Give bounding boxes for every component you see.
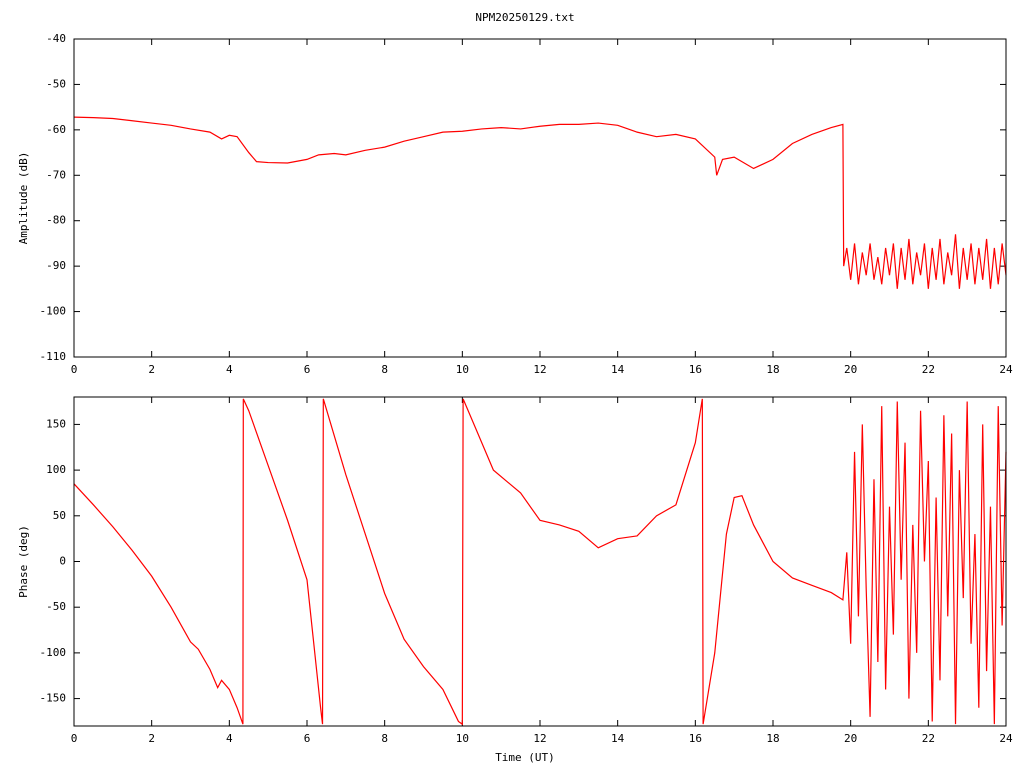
plot-frame (73, 396, 1007, 727)
y-tick-label: -150 (40, 692, 67, 705)
x-tick-label: 2 (148, 732, 155, 745)
x-tick-label: 10 (456, 363, 469, 376)
x-tick-label: 22 (922, 732, 935, 745)
y-tick-label: 0 (59, 555, 66, 568)
y-tick-label: -80 (46, 214, 66, 227)
x-tick-label: 4 (226, 732, 233, 745)
x-tick-label: 6 (304, 363, 311, 376)
x-tick-label: 18 (766, 732, 779, 745)
y-tick-label: 50 (53, 509, 66, 522)
x-tick-label: 16 (689, 363, 702, 376)
x-tick-label: 0 (71, 363, 78, 376)
data-line (73, 116, 1007, 289)
y-axis-label: Phase (deg) (17, 525, 30, 598)
x-tick-label: 2 (148, 363, 155, 376)
x-tick-label: 14 (611, 363, 625, 376)
y-tick-label: -110 (40, 350, 67, 363)
x-axis-label: Time (UT) (495, 751, 555, 764)
x-tick-label: 18 (766, 363, 779, 376)
x-tick-label: 4 (226, 363, 233, 376)
y-tick-label: 150 (46, 417, 66, 430)
x-tick-label: 16 (689, 732, 702, 745)
x-tick-label: 10 (456, 732, 469, 745)
y-tick-label: -40 (46, 32, 66, 45)
x-tick-label: 6 (304, 732, 311, 745)
chart-title: NPM20250129.txt (475, 11, 574, 24)
y-tick-label: -90 (46, 259, 66, 272)
x-tick-label: 8 (381, 732, 388, 745)
data-line (73, 398, 1007, 726)
x-tick-label: 24 (999, 363, 1013, 376)
y-tick-label: -100 (40, 646, 67, 659)
x-tick-label: 22 (922, 363, 935, 376)
x-tick-label: 20 (844, 732, 857, 745)
y-tick-label: -50 (46, 77, 66, 90)
y-axis-label: Amplitude (dB) (17, 152, 30, 245)
x-tick-label: 12 (533, 363, 546, 376)
y-tick-label: -50 (46, 600, 66, 613)
plot-frame (73, 38, 1007, 358)
y-tick-label: -70 (46, 168, 66, 181)
x-tick-label: 0 (71, 732, 78, 745)
y-tick-label: 100 (46, 463, 66, 476)
x-tick-label: 20 (844, 363, 857, 376)
x-tick-label: 12 (533, 732, 546, 745)
y-tick-label: -60 (46, 123, 66, 136)
y-tick-label: -100 (40, 305, 67, 318)
x-tick-label: 24 (999, 732, 1013, 745)
x-tick-label: 8 (381, 363, 388, 376)
x-tick-label: 14 (611, 732, 625, 745)
